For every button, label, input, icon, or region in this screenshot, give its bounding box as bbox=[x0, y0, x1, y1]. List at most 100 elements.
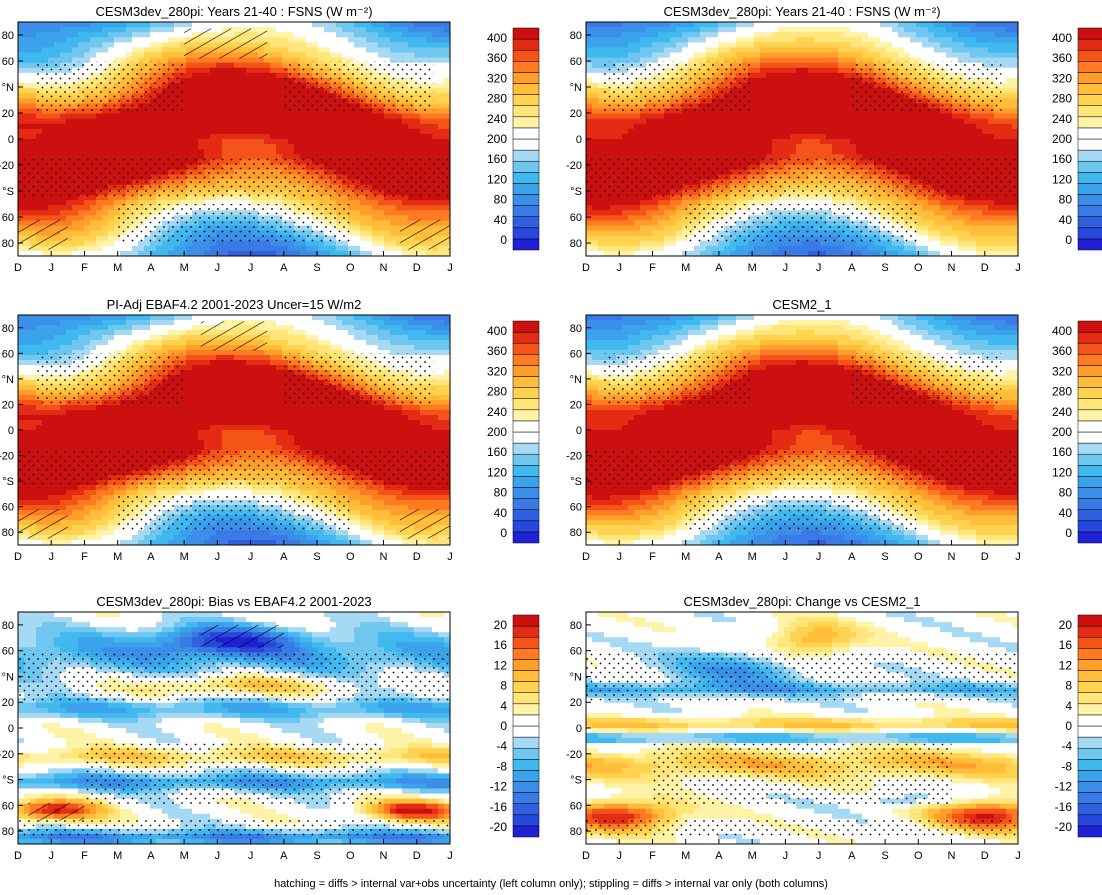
heatmap-cell bbox=[270, 133, 277, 140]
heatmap-cell bbox=[408, 194, 415, 201]
heatmap-cell bbox=[282, 27, 289, 33]
heatmap-cell bbox=[438, 57, 445, 64]
heatmap-cell bbox=[198, 22, 205, 28]
heatmap-cell bbox=[180, 27, 187, 33]
heatmap-cell bbox=[586, 225, 593, 232]
heatmap-cell bbox=[120, 32, 127, 38]
heatmap-cell bbox=[414, 139, 421, 145]
heatmap-cell bbox=[658, 37, 665, 43]
heatmap-cell bbox=[222, 133, 229, 140]
heatmap-cell bbox=[396, 149, 403, 155]
heatmap-cell bbox=[132, 133, 139, 140]
heatmap-cell bbox=[186, 103, 193, 110]
heatmap-cell bbox=[670, 128, 677, 135]
heatmap-cell bbox=[174, 194, 181, 201]
heatmap-cell bbox=[336, 245, 343, 252]
heatmap-cell bbox=[754, 37, 761, 43]
heatmap-cell bbox=[252, 139, 259, 145]
y-tick-label: 80 bbox=[2, 238, 14, 250]
heatmap-cell bbox=[700, 32, 707, 38]
heatmap-cell bbox=[192, 250, 199, 256]
heatmap-cell bbox=[90, 220, 97, 227]
heatmap-cell bbox=[754, 200, 761, 206]
heatmap-cell bbox=[646, 230, 653, 237]
heatmap-cell bbox=[348, 245, 355, 252]
heatmap-cell bbox=[132, 57, 139, 64]
heatmap-cell bbox=[348, 37, 355, 43]
heatmap-cell bbox=[84, 113, 91, 120]
heatmap-cell bbox=[432, 108, 439, 115]
heatmap-cell bbox=[772, 62, 779, 69]
heatmap-cell bbox=[628, 225, 635, 232]
heatmap-cell bbox=[306, 245, 313, 252]
heatmap-cell bbox=[372, 194, 379, 201]
heatmap-cell bbox=[276, 144, 283, 150]
heatmap-cell bbox=[682, 57, 689, 64]
heatmap-cell bbox=[396, 27, 403, 33]
heatmap-cell bbox=[78, 240, 85, 247]
x-tick-label: J bbox=[215, 262, 221, 274]
heatmap-cell bbox=[144, 22, 151, 28]
heatmap-cell bbox=[366, 37, 373, 43]
heatmap-cell bbox=[784, 98, 791, 104]
heatmap-cell bbox=[712, 154, 719, 160]
heatmap-cell bbox=[634, 27, 641, 33]
heatmap-cell bbox=[444, 27, 450, 33]
heatmap-cell bbox=[228, 77, 235, 84]
heatmap-cell bbox=[66, 154, 73, 160]
heatmap-cell bbox=[724, 42, 731, 49]
stipple-region bbox=[18, 158, 450, 198]
heatmap-cell bbox=[664, 235, 671, 242]
heatmap-cell bbox=[126, 128, 133, 135]
heatmap-cell bbox=[234, 93, 241, 99]
heatmap-cell bbox=[222, 83, 229, 89]
heatmap-cell bbox=[354, 139, 361, 145]
heatmap-cell bbox=[96, 240, 103, 247]
heatmap-cell bbox=[790, 108, 797, 115]
heatmap-cell bbox=[616, 27, 623, 33]
heatmap-cell bbox=[66, 118, 73, 125]
heatmap-cell bbox=[586, 245, 593, 252]
heatmap-cell bbox=[700, 123, 707, 130]
heatmap-cell bbox=[354, 200, 361, 206]
heatmap-cell bbox=[366, 215, 373, 221]
heatmap-cell bbox=[700, 113, 707, 120]
heatmap-cell bbox=[252, 72, 259, 79]
heatmap-cell bbox=[252, 98, 259, 104]
heatmap-cell bbox=[670, 250, 677, 256]
heatmap-cell bbox=[180, 37, 187, 43]
heatmap-cell bbox=[114, 57, 121, 64]
heatmap-cell bbox=[730, 113, 737, 120]
heatmap-cell bbox=[84, 118, 91, 125]
heatmap-cell bbox=[138, 133, 145, 140]
heatmap-cell bbox=[270, 103, 277, 110]
heatmap-cell bbox=[658, 250, 665, 256]
heatmap-cell bbox=[24, 103, 31, 110]
heatmap-cell bbox=[426, 42, 433, 49]
heatmap-cell bbox=[156, 22, 163, 28]
heatmap-cell bbox=[150, 47, 157, 54]
heatmap-cell bbox=[30, 52, 37, 59]
heatmap-cell bbox=[772, 240, 779, 247]
heatmap-cell bbox=[396, 52, 403, 59]
heatmap-cell bbox=[276, 62, 283, 69]
heatmap-cell bbox=[408, 149, 415, 155]
heatmap-cell bbox=[72, 194, 79, 201]
heatmap-cell bbox=[24, 32, 31, 38]
heatmap-cell bbox=[156, 42, 163, 49]
heatmap-cell bbox=[772, 139, 779, 145]
heatmap-cell bbox=[718, 250, 725, 256]
x-tick-label: J bbox=[248, 262, 254, 274]
heatmap-cell bbox=[312, 113, 319, 120]
heatmap-cell bbox=[186, 245, 193, 252]
heatmap-cell bbox=[634, 205, 641, 211]
heatmap-cell bbox=[90, 144, 97, 150]
heatmap-cell bbox=[754, 88, 761, 94]
heatmap-cell bbox=[204, 88, 211, 94]
heatmap-cell bbox=[114, 149, 121, 155]
heatmap-cell bbox=[150, 113, 157, 120]
heatmap-cell bbox=[634, 235, 641, 242]
heatmap-cell bbox=[264, 245, 271, 252]
heatmap-cell bbox=[210, 149, 217, 155]
heatmap-cell bbox=[288, 118, 295, 125]
